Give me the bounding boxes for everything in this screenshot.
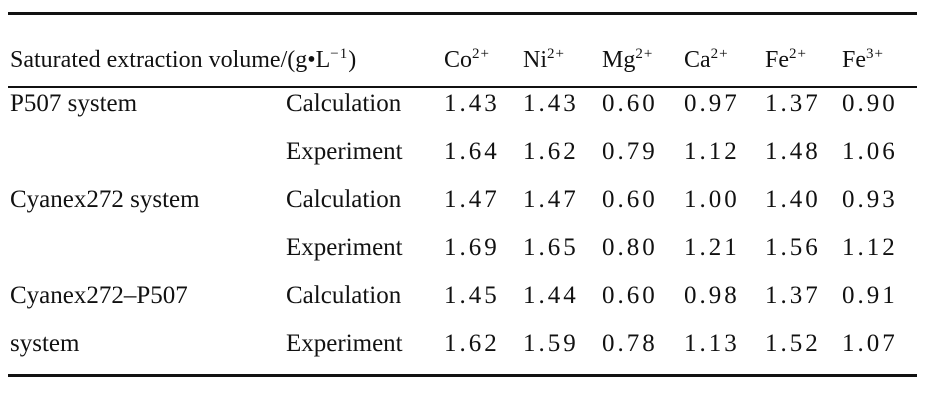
- table-bottom-rule: [8, 374, 917, 377]
- value-cell: 1.65: [523, 234, 579, 261]
- value-cell: 1.56: [765, 234, 821, 261]
- system-cell: Cyanex272–P507: [10, 282, 188, 309]
- value-cell: 0.60: [602, 90, 658, 117]
- value-cell: 0.60: [602, 186, 658, 213]
- value-cell: 1.45: [444, 282, 500, 309]
- header-ion-ni: Ni2+: [523, 46, 565, 74]
- value-cell: 1.00: [684, 186, 740, 213]
- value-cell: 1.59: [523, 330, 579, 357]
- header-ion-co: Co2+: [444, 46, 490, 74]
- table-row: Experiment 1.69 1.65 0.80 1.21 1.56 1.12: [8, 226, 917, 270]
- value-cell: 1.48: [765, 138, 821, 165]
- method-cell: Calculation: [286, 90, 402, 117]
- value-cell: 1.43: [444, 90, 500, 117]
- header-ion-ca: Ca2+: [684, 46, 729, 74]
- value-cell: 1.40: [765, 186, 821, 213]
- value-cell: 1.43: [523, 90, 579, 117]
- table-row: Cyanex272 system Calculation 1.47 1.47 0…: [8, 178, 917, 222]
- table-row: P507 system Calculation 1.43 1.43 0.60 0…: [8, 82, 917, 126]
- value-cell: 0.79: [602, 138, 658, 165]
- value-cell: 1.06: [842, 138, 898, 165]
- header-ion-fe3: Fe3+: [842, 46, 884, 74]
- value-cell: 1.47: [523, 186, 579, 213]
- method-cell: Calculation: [286, 186, 402, 213]
- system-cell: system: [10, 330, 80, 357]
- value-cell: 0.93: [842, 186, 898, 213]
- table-row: Experiment 1.64 1.62 0.79 1.12 1.48 1.06: [8, 130, 917, 174]
- value-cell: 1.69: [444, 234, 500, 261]
- value-cell: 1.44: [523, 282, 579, 309]
- method-cell: Calculation: [286, 282, 402, 309]
- value-cell: 0.98: [684, 282, 740, 309]
- method-cell: Experiment: [286, 330, 403, 357]
- value-cell: 0.60: [602, 282, 658, 309]
- value-cell: 1.62: [444, 330, 500, 357]
- header-row: Saturated extraction volume/(g•L−1) Co2+…: [8, 38, 917, 82]
- value-cell: 0.97: [684, 90, 740, 117]
- method-cell: Experiment: [286, 234, 403, 261]
- value-cell: 0.91: [842, 282, 898, 309]
- value-cell: 1.37: [765, 282, 821, 309]
- value-cell: 1.52: [765, 330, 821, 357]
- method-cell: Experiment: [286, 138, 403, 165]
- value-cell: 1.47: [444, 186, 500, 213]
- table-header-rule: [8, 86, 917, 88]
- table-top-rule: [8, 12, 917, 15]
- value-cell: 1.12: [842, 234, 898, 261]
- system-cell: P507 system: [10, 90, 138, 117]
- table-row: system Experiment 1.62 1.59 0.78 1.13 1.…: [8, 322, 917, 366]
- value-cell: 1.12: [684, 138, 740, 165]
- value-cell: 1.13: [684, 330, 740, 357]
- header-ion-fe2: Fe2+: [765, 46, 807, 74]
- value-cell: 0.90: [842, 90, 898, 117]
- header-ion-mg: Mg2+: [602, 46, 654, 74]
- value-cell: 0.80: [602, 234, 658, 261]
- value-cell: 0.78: [602, 330, 658, 357]
- value-cell: 1.37: [765, 90, 821, 117]
- system-cell: Cyanex272 system: [10, 186, 200, 213]
- header-label: Saturated extraction volume/(g•L−1): [10, 46, 357, 74]
- value-cell: 1.64: [444, 138, 500, 165]
- value-cell: 1.21: [684, 234, 740, 261]
- value-cell: 1.07: [842, 330, 898, 357]
- table-row: Cyanex272–P507 Calculation 1.45 1.44 0.6…: [8, 274, 917, 318]
- value-cell: 1.62: [523, 138, 579, 165]
